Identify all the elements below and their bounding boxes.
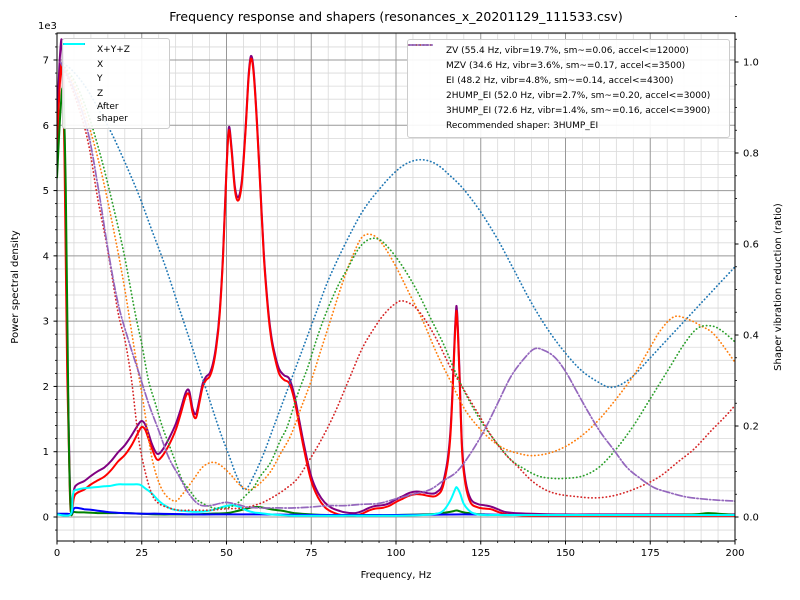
legend-label: ZV (55.4 Hz, vibr=19.7%, sm~=0.06, accel… [446, 46, 689, 57]
svg-text:0.4: 0.4 [743, 331, 759, 342]
legend-label: 2HUMP_EI (52.0 Hz, vibr=2.7%, sm~=0.20, … [446, 91, 711, 102]
legend-item-after-shaper: After shaper [63, 43, 162, 125]
svg-text:175: 175 [641, 548, 660, 559]
legend-item-mzv: MZV (34.6 Hz, vibr=3.6%, sm~=0.17, accel… [408, 44, 722, 74]
svg-text:1: 1 [43, 447, 49, 458]
y-left-offset-label: 1e3 [38, 21, 57, 32]
series-after-shaper [57, 483, 735, 517]
y-right-axis-label: Shaper vibration reduction (ratio) [773, 203, 784, 371]
legend-label: EI (48.2 Hz, vibr=4.8%, sm~=0.14, accel<… [446, 76, 674, 87]
svg-text:0.2: 0.2 [743, 422, 759, 433]
x-axis-label: Frequency, Hz [361, 570, 432, 581]
psd-legend: X+Y+Z X Y Z After shaper [62, 38, 170, 130]
legend-item-ei: EI (48.2 Hz, vibr=4.8%, sm~=0.14, accel<… [408, 44, 722, 89]
series-ei [59, 61, 735, 510]
svg-text:3: 3 [43, 317, 49, 328]
chart-title: Frequency response and shapers (resonanc… [169, 9, 622, 24]
svg-text:150: 150 [556, 548, 575, 559]
plot-series [57, 38, 735, 517]
series-2hump-ei [59, 61, 735, 512]
y-left-axis-label: Power spectral density [10, 230, 21, 343]
axis-ticks [53, 16, 739, 545]
legend-label: Y [97, 74, 103, 85]
svg-text:5: 5 [43, 186, 49, 197]
svg-text:50: 50 [220, 548, 233, 559]
svg-text:2: 2 [43, 382, 49, 393]
svg-text:200: 200 [725, 548, 744, 559]
svg-text:0: 0 [43, 513, 49, 524]
series-3hump-ei [59, 61, 735, 509]
legend-label: After shaper [97, 102, 128, 125]
legend-item-recommended: Recommended shaper: 3HUMP_EI [414, 119, 722, 134]
series-mzv [59, 61, 735, 502]
legend-item-x: X [63, 43, 162, 73]
legend-item-zv: ZV (55.4 Hz, vibr=19.7%, sm~=0.06, accel… [408, 44, 722, 59]
svg-text:0: 0 [54, 548, 60, 559]
legend-item-z: Z [63, 43, 162, 102]
svg-text:4: 4 [43, 251, 49, 262]
svg-text:125: 125 [471, 548, 490, 559]
legend-label: Recommended shaper: 3HUMP_EI [446, 121, 599, 132]
legend-label: X [97, 59, 104, 70]
shaper-legend: ZV (55.4 Hz, vibr=19.7%, sm~=0.06, accel… [407, 39, 730, 138]
legend-label: Z [97, 88, 104, 99]
svg-text:75: 75 [305, 548, 318, 559]
legend-item-2hump-ei: 2HUMP_EI (52.0 Hz, vibr=2.7%, sm~=0.20, … [408, 44, 722, 104]
series-x [57, 57, 735, 517]
svg-text:7: 7 [43, 55, 49, 66]
axis-tick-labels: 0 25 50 75 100 125 150 175 200 0 1 2 3 4 5 6 7 0.0 0.2 0.4 0… [43, 55, 759, 559]
svg-text:1.0: 1.0 [743, 58, 759, 69]
svg-text:0.8: 0.8 [743, 149, 759, 160]
svg-text:100: 100 [386, 548, 405, 559]
svg-text:25: 25 [135, 548, 148, 559]
svg-text:6: 6 [43, 121, 49, 132]
legend-item-y: Y [63, 43, 162, 87]
legend-label: X+Y+Z [97, 45, 130, 56]
svg-text:0.6: 0.6 [743, 240, 759, 251]
svg-text:0.0: 0.0 [743, 513, 759, 524]
legend-label: MZV (34.6 Hz, vibr=3.6%, sm~=0.17, accel… [446, 61, 686, 72]
legend-item-3hump-ei: 3HUMP_EI (72.6 Hz, vibr=1.4%, sm~=0.16, … [408, 44, 722, 119]
legend-label: 3HUMP_EI (72.6 Hz, vibr=1.4%, sm~=0.16, … [446, 106, 711, 117]
